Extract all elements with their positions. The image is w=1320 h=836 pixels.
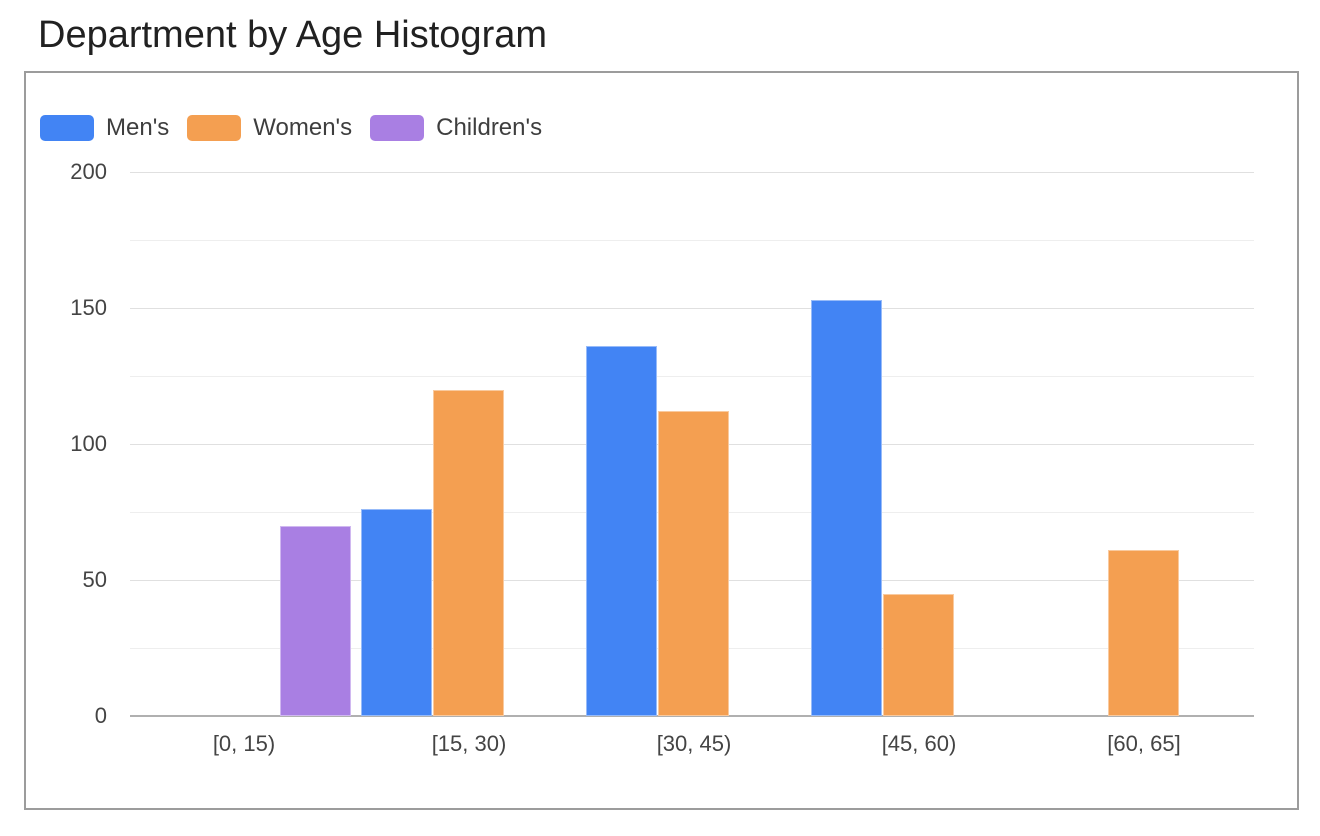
x-tick-label-2: [30, 45)	[656, 731, 732, 756]
gridline-150	[130, 308, 1254, 309]
x-tick-label-1: [15, 30)	[431, 731, 507, 756]
x-tick-label-0: [0, 15)	[212, 731, 276, 756]
x-axis-line	[130, 715, 1254, 717]
legend-item-womens: Women's	[187, 114, 352, 142]
y-tick-label-0: 0	[94, 703, 107, 728]
y-tick-label-150: 150	[70, 295, 107, 320]
legend-label-mens: Men's	[106, 114, 170, 141]
bar-mens-3[interactable]	[811, 300, 882, 716]
legend-swatch-womens-icon	[187, 115, 242, 141]
legend: Men's Women's Children's	[40, 114, 560, 142]
gridline-125	[130, 376, 1254, 377]
x-tick-label-3: [45, 60)	[881, 731, 957, 756]
plot-area: 0 50 100 150 200 [0, 15) [15, 30) [30, 45) [45, …	[26, 73, 1297, 808]
bar-childrens-0[interactable]	[280, 526, 351, 716]
bar-mens-1[interactable]	[361, 509, 432, 716]
legend-swatch-childrens-icon	[370, 115, 425, 141]
bar-womens-4[interactable]	[1108, 550, 1179, 716]
legend-label-womens: Women's	[253, 114, 353, 141]
bar-mens-2[interactable]	[586, 346, 657, 716]
legend-item-mens: Men's	[40, 114, 169, 142]
y-tick-label-200: 200	[70, 159, 107, 184]
gridline-175	[130, 240, 1254, 241]
bar-womens-1[interactable]	[433, 390, 504, 716]
chart-title: Department by Age Histogram	[38, 14, 548, 56]
y-tick-label-50: 50	[82, 567, 107, 592]
legend-swatch-mens-icon	[40, 115, 94, 141]
y-tick-label-100: 100	[70, 431, 107, 456]
bar-womens-2[interactable]	[658, 411, 729, 716]
gridline-200	[130, 172, 1254, 173]
bar-womens-3[interactable]	[883, 594, 954, 716]
x-tick-label-4: [60, 65]	[1107, 731, 1181, 756]
legend-item-childrens: Children's	[370, 114, 542, 142]
legend-label-childrens: Children's	[436, 114, 543, 141]
chart-frame: Men's Women's Children's 0 50 100 150 200 [0, 1…	[24, 71, 1299, 810]
